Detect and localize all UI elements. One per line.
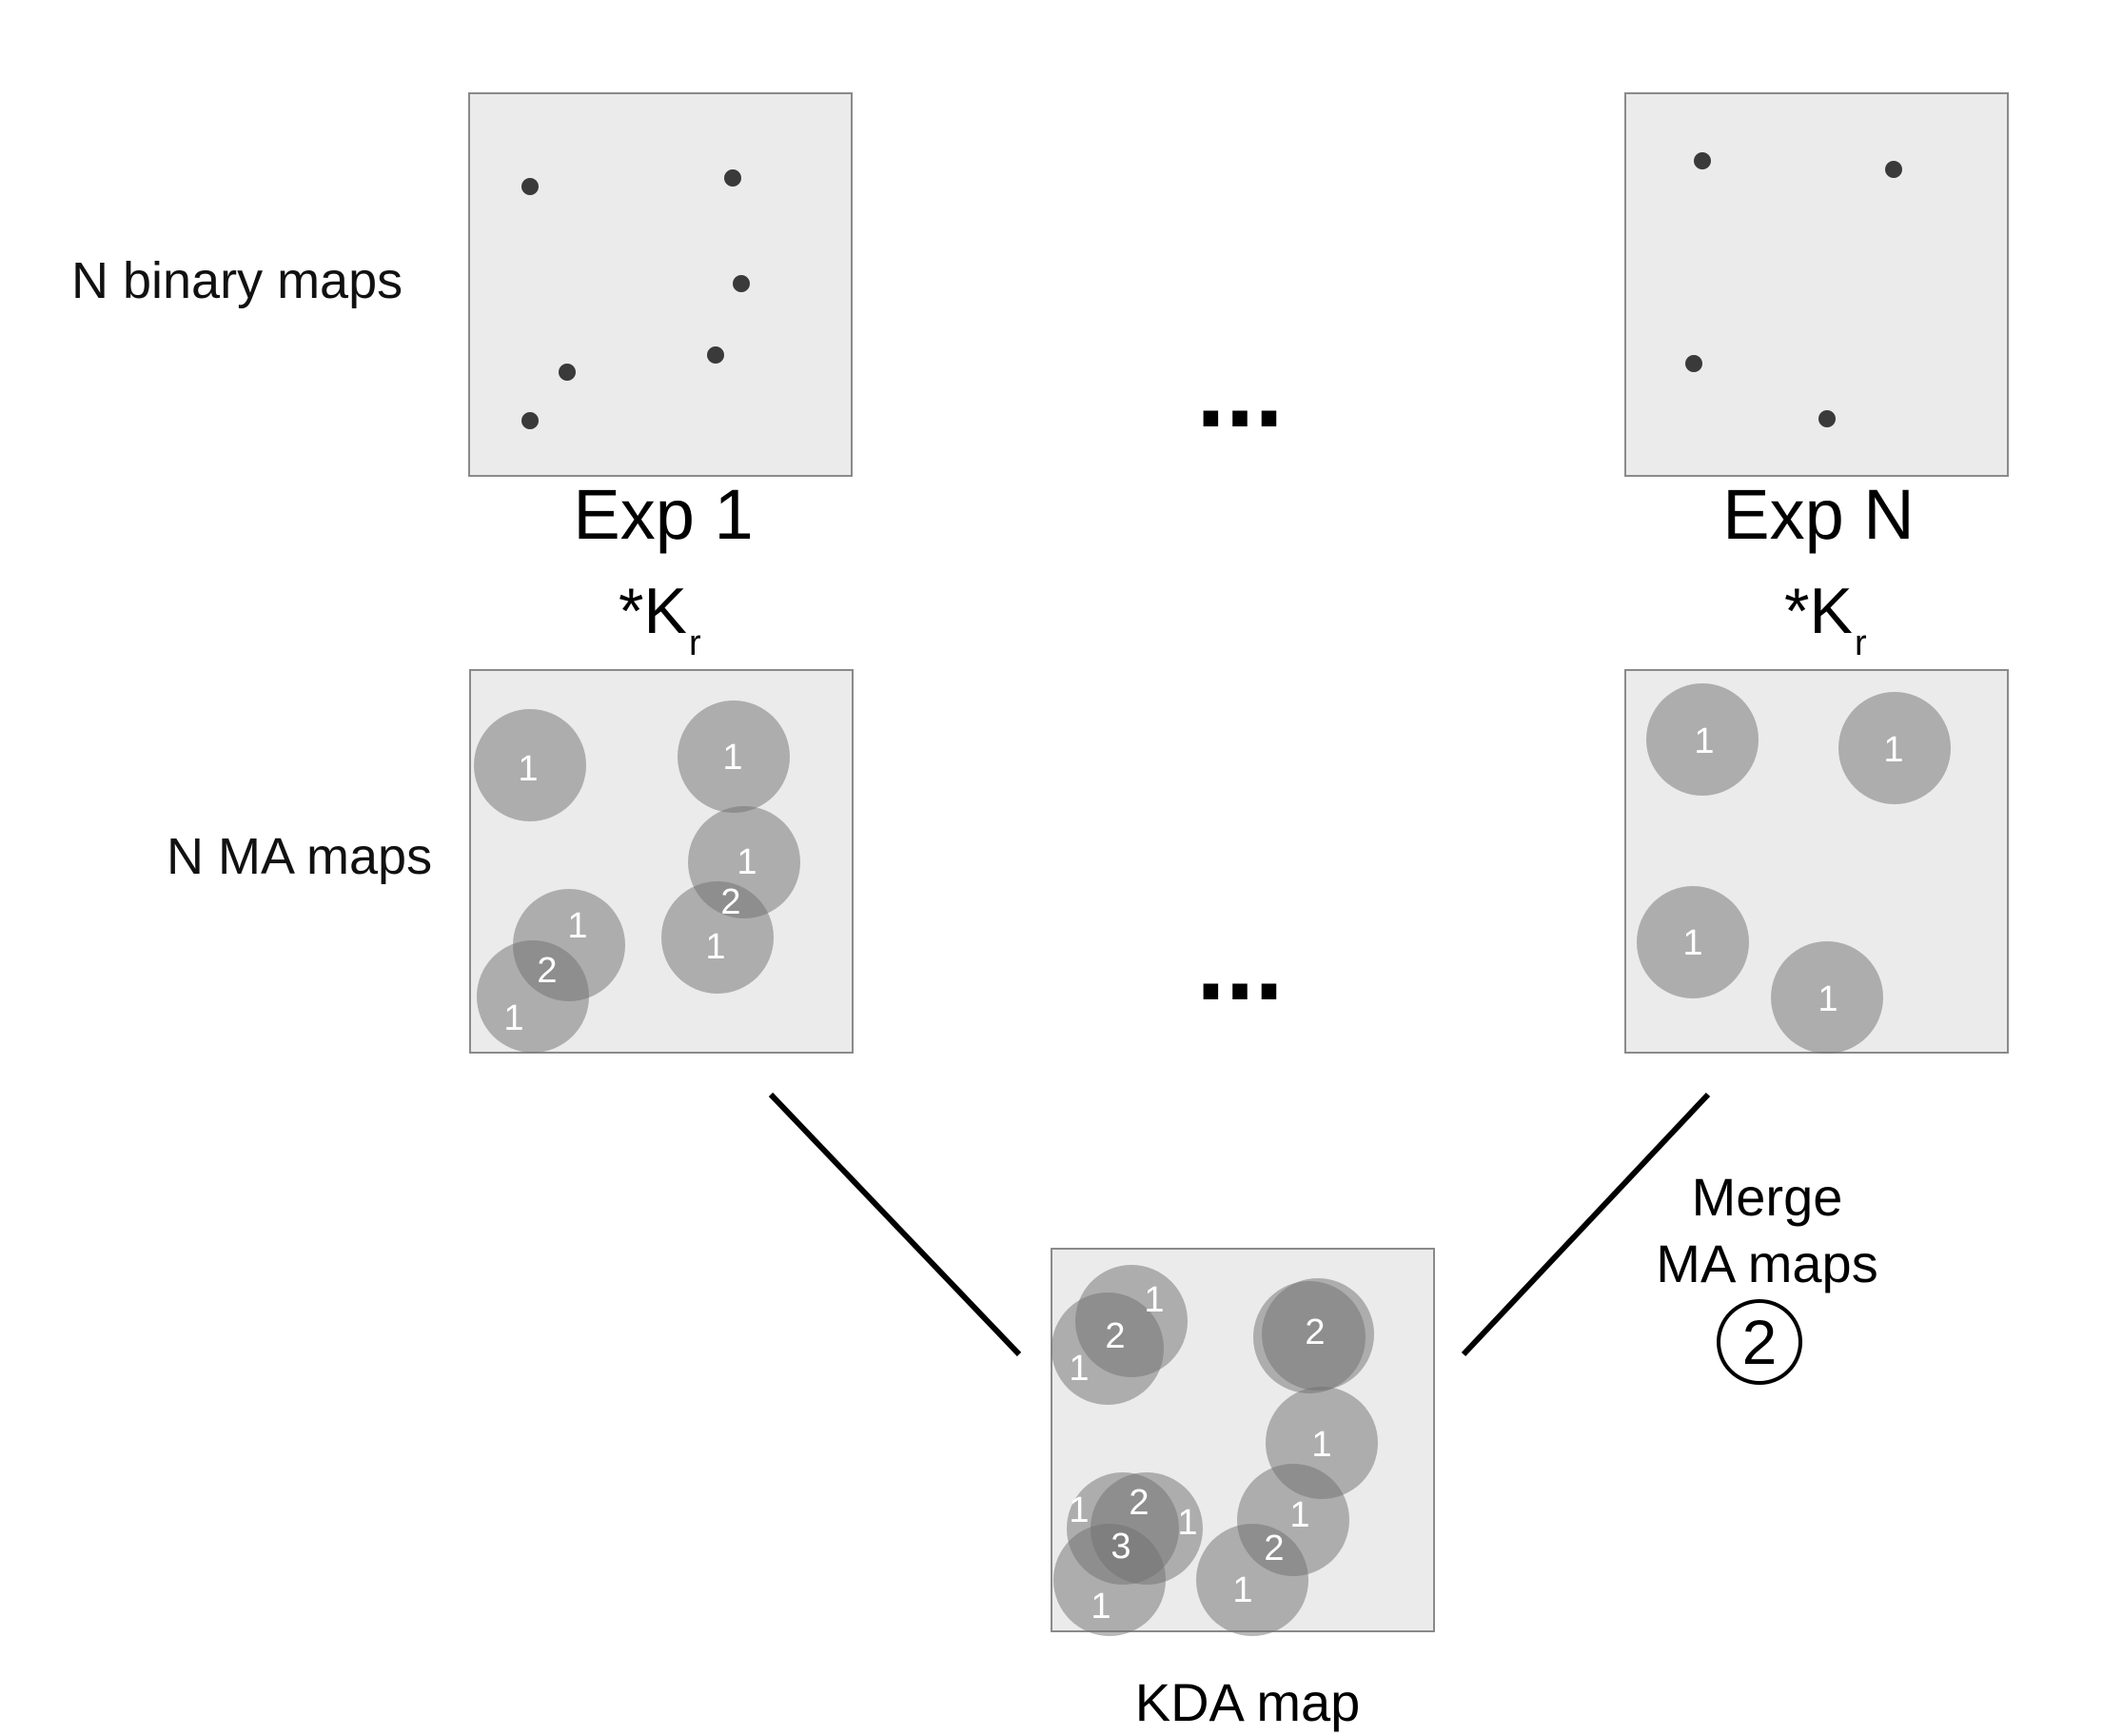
focus-dot	[521, 412, 539, 429]
ma-value: 1	[503, 998, 523, 1038]
step-number-circle	[1717, 1299, 1802, 1385]
kda-value: 2	[1305, 1312, 1325, 1352]
binary-map-expN-panel	[1624, 92, 2009, 477]
kda-value: 2	[1264, 1529, 1284, 1568]
merge-label-line1: Merge	[1692, 1167, 1843, 1227]
kda-blob	[1196, 1524, 1308, 1636]
kernel-label-expN: *K r	[1784, 575, 1867, 663]
binary-map-exp1-panel	[468, 92, 853, 477]
focus-dot	[1694, 152, 1711, 169]
ma-value: 2	[720, 882, 740, 922]
ma-blob	[474, 709, 586, 821]
focus-dot	[707, 346, 724, 364]
kda-value: 1	[1069, 1490, 1089, 1530]
focus-dot	[1818, 410, 1836, 427]
ma-value: 1	[705, 927, 725, 967]
merge-label-line2: MA maps	[1656, 1233, 1877, 1293]
ma-value: 1	[737, 842, 757, 882]
ma-value: 1	[518, 749, 538, 789]
ma-value: 1	[1682, 923, 1702, 963]
focus-dot	[521, 178, 539, 195]
ma-value: 1	[1818, 979, 1838, 1019]
focus-dot	[559, 364, 576, 381]
binary-map-exp1	[468, 92, 853, 477]
ma-map-expN: 1 1 1 1	[1624, 669, 2009, 1054]
kda-value: 3	[1110, 1527, 1130, 1567]
kda-value: 1	[1069, 1349, 1089, 1389]
kda-map-label: KDA map	[1135, 1672, 1361, 1732]
ma-value: 1	[722, 738, 742, 778]
kernel-label: *K	[1784, 575, 1853, 647]
ma-value: 1	[1694, 721, 1714, 761]
kda-value: 1	[1311, 1425, 1331, 1465]
ma-blob	[477, 940, 589, 1053]
step-number: 2	[1742, 1307, 1778, 1377]
kda-blob	[1053, 1524, 1166, 1636]
kda-blob	[1052, 1292, 1164, 1405]
ma-value: 1	[1883, 730, 1903, 770]
binary-map-expN	[1624, 92, 2009, 477]
ma-blob	[661, 881, 774, 994]
kda-map: 1 2 1 2 1 1 2 1 3 1 1 2 1	[1051, 1248, 1435, 1636]
ma-blob	[1646, 683, 1759, 796]
kda-value: 2	[1105, 1316, 1125, 1356]
kda-blob	[1253, 1281, 1366, 1393]
focus-dot	[733, 275, 750, 292]
ma-value: 2	[537, 951, 557, 991]
ellipsis-middle: ...	[1196, 905, 1284, 1022]
ma-map-exp1: 1 1 1 2 1 2 1 1	[469, 669, 854, 1054]
kernel-subscript: r	[689, 623, 701, 663]
kda-value: 1	[1144, 1280, 1164, 1320]
ma-value: 1	[567, 906, 587, 946]
kernel-label-exp1: *K r	[619, 575, 701, 663]
kernel-subscript: r	[1855, 623, 1867, 663]
ma-maps-label: N MA maps	[167, 828, 432, 885]
merge-line-left	[768, 1092, 1022, 1357]
ma-blob	[1771, 941, 1883, 1054]
binary-maps-label: N binary maps	[71, 252, 403, 309]
merge-line-right	[1461, 1092, 1711, 1357]
exp-n-label: Exp N	[1722, 475, 1915, 554]
ellipsis-top: ...	[1196, 332, 1284, 449]
ma-blob	[1838, 692, 1951, 804]
kda-value: 1	[1091, 1587, 1110, 1627]
kda-value: 1	[1289, 1495, 1309, 1535]
kernel-label: *K	[619, 575, 687, 647]
focus-dot	[724, 169, 741, 187]
kda-value: 1	[1177, 1503, 1197, 1543]
step-number-badge: 2	[1717, 1299, 1802, 1385]
kda-value: 1	[1232, 1570, 1252, 1610]
ma-blob	[678, 700, 790, 813]
focus-dot	[1685, 355, 1702, 372]
ma-blob	[1637, 886, 1749, 998]
kda-value: 2	[1129, 1483, 1149, 1523]
exp-1-label: Exp 1	[573, 475, 753, 554]
focus-dot	[1885, 161, 1902, 178]
